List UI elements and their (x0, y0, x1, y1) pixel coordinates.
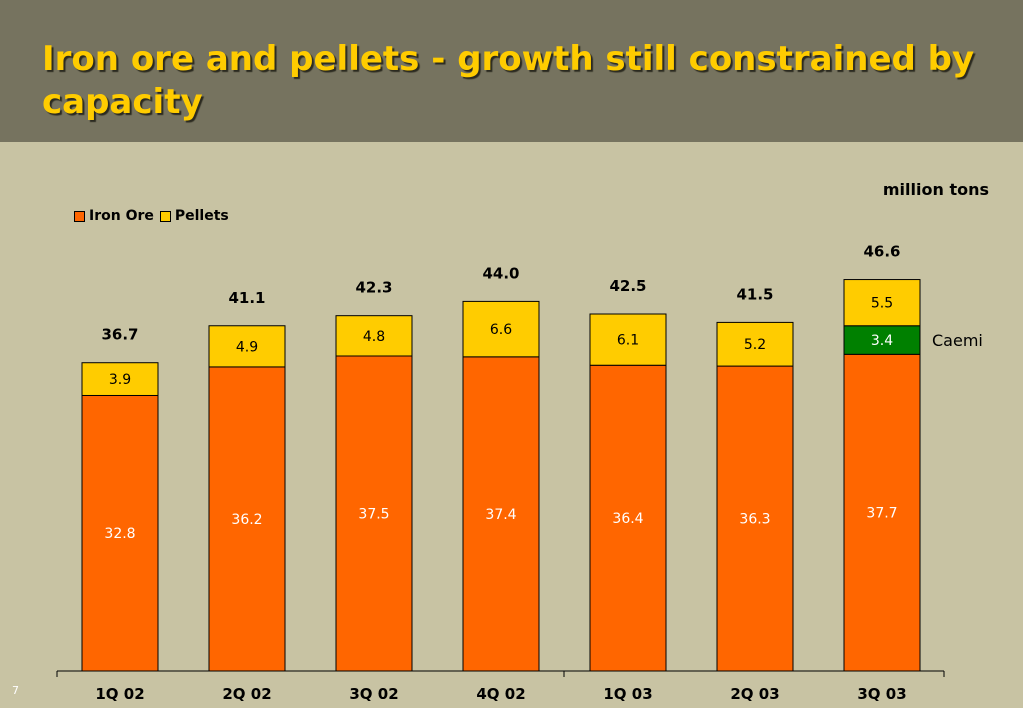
data-label-iron-ore-1q-02: 32.8 (104, 526, 135, 542)
x-tick-label-2q-02: 2Q 02 (222, 685, 271, 703)
bar-iron-ore-1q-02 (81, 394, 159, 672)
bar-iron-ore-2q-03 (716, 365, 794, 672)
data-label-iron-ore-3q-02: 37.5 (358, 507, 389, 523)
data-label-pellets-2q-03: 5.2 (744, 337, 766, 353)
x-tick-label-3q-03: 3Q 03 (857, 685, 906, 703)
data-label-pellets-3q-02: 4.8 (363, 329, 385, 345)
bar-iron-ore-3q-03 (843, 353, 921, 672)
total-label-1q-03: 42.5 (609, 277, 646, 295)
bar-pellets-1q-03 (589, 313, 667, 366)
data-label-iron-ore-1q-03: 36.4 (612, 511, 643, 527)
legend: Iron Ore Pellets (74, 208, 235, 224)
total-label-3q-03: 46.6 (863, 243, 900, 261)
total-label-4q-02: 44.0 (482, 264, 519, 282)
x-tick-label-4q-02: 4Q 02 (476, 685, 525, 703)
bar-pellets-4q-02 (462, 300, 540, 358)
annotation-caemi: Caemi (932, 331, 983, 350)
bar-pellets-2q-03 (716, 321, 794, 367)
bar-pellets-1q-02 (81, 362, 159, 396)
bar-iron-ore-4q-02 (462, 356, 540, 672)
bar-iron-ore-3q-02 (335, 355, 413, 672)
legend-swatch-pellets (159, 210, 171, 222)
bar-caemi-3q-03 (843, 325, 921, 355)
data-label-iron-ore-3q-03: 37.7 (866, 506, 897, 522)
x-tick-label-1q-03: 1Q 03 (603, 685, 652, 703)
total-label-1q-02: 36.7 (101, 326, 138, 344)
total-label-3q-02: 42.3 (355, 279, 392, 297)
bar-pellets-3q-03 (843, 279, 921, 327)
data-label-pellets-4q-02: 6.6 (490, 322, 512, 338)
slide-title: Iron ore and pellets - growth still cons… (42, 39, 975, 122)
x-tick-label-3q-02: 3Q 02 (349, 685, 398, 703)
page-number: 7 (12, 684, 19, 697)
bar-pellets-2q-02 (208, 325, 286, 368)
total-label-2q-03: 41.5 (736, 285, 773, 303)
legend-label-iron-ore: Iron Ore (89, 208, 154, 224)
x-tick-label-2q-03: 2Q 03 (730, 685, 779, 703)
data-label-caemi-3q-03: 3.4 (871, 333, 893, 349)
legend-item-pellets: Pellets (159, 208, 229, 224)
units-label: million tons (882, 180, 989, 199)
title-bar: Iron ore and pellets - growth still cons… (0, 0, 1023, 142)
legend-label-pellets: Pellets (174, 208, 229, 224)
legend-item-iron-ore: Iron Ore (74, 208, 154, 224)
data-label-pellets-3q-03: 5.5 (871, 296, 893, 312)
bar-iron-ore-2q-02 (208, 366, 286, 672)
data-label-pellets-1q-02: 3.9 (109, 372, 131, 388)
data-label-iron-ore-4q-02: 37.4 (485, 507, 516, 523)
bar-pellets-3q-02 (335, 315, 413, 357)
legend-swatch-iron-ore (74, 210, 85, 222)
total-label-2q-02: 41.1 (228, 289, 265, 307)
data-label-iron-ore-2q-02: 36.2 (231, 512, 262, 528)
data-label-iron-ore-2q-03: 36.3 (739, 512, 770, 528)
data-label-pellets-1q-03: 6.1 (617, 333, 639, 349)
bar-iron-ore-1q-03 (589, 364, 667, 672)
x-tick-label-1q-02: 1Q 02 (95, 685, 144, 703)
data-label-pellets-2q-02: 4.9 (236, 339, 258, 355)
